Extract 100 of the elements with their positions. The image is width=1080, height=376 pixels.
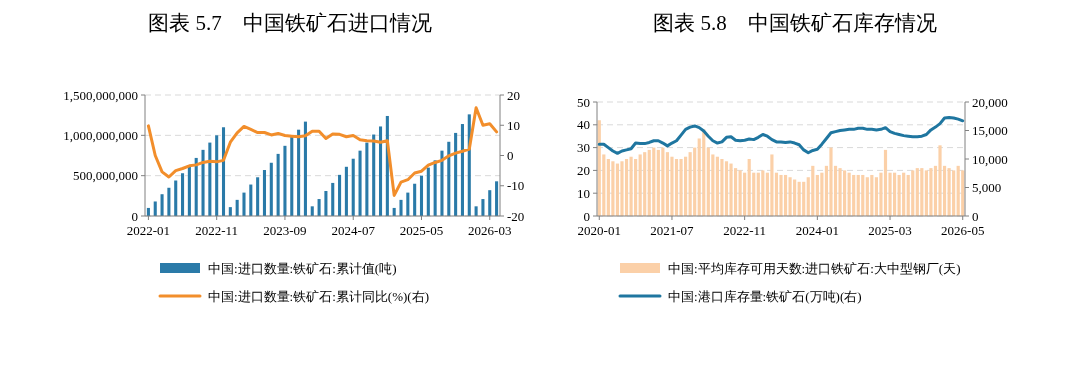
- x-tick-label: 2023-09: [263, 223, 307, 238]
- bar: [856, 174, 860, 216]
- bar: [242, 192, 246, 216]
- bar: [440, 150, 444, 216]
- bar: [331, 182, 335, 216]
- bar: [643, 152, 647, 216]
- y2-tick-label: 20: [507, 87, 520, 103]
- bar: [187, 166, 191, 216]
- x-tick-label: 2020-01: [577, 223, 621, 238]
- y2-tick-label: -10: [507, 178, 525, 194]
- bar: [624, 159, 629, 216]
- y-tick-label: 0: [131, 208, 138, 224]
- y2-tick-label: 10: [507, 117, 520, 133]
- x-tick-label: 2026-03: [468, 223, 512, 238]
- bar: [820, 172, 824, 216]
- bar: [870, 174, 874, 216]
- bar: [783, 174, 788, 216]
- bar: [160, 194, 164, 216]
- bar: [208, 142, 212, 216]
- y2-tick-label: -20: [507, 208, 525, 224]
- bar: [938, 145, 942, 216]
- x-tick-label: 2024-01: [795, 223, 840, 238]
- bar: [181, 173, 185, 216]
- bar: [729, 163, 733, 216]
- bar: [797, 181, 801, 216]
- y2-tick-label: 0: [972, 208, 979, 224]
- x-tick-label: 2021-07: [650, 223, 695, 238]
- bar: [761, 170, 765, 216]
- y-tick-label: 10: [577, 185, 590, 201]
- chart-title: 图表 5.7 中国铁矿石进口情况: [148, 11, 432, 35]
- bar: [372, 134, 376, 216]
- bar: [406, 192, 410, 216]
- bar: [802, 181, 806, 216]
- bar: [920, 168, 924, 216]
- legend-label: 中国:港口库存量:铁矿石(万吨)(右): [668, 288, 862, 304]
- bar: [661, 147, 665, 216]
- bar: [929, 168, 933, 216]
- bar: [283, 145, 287, 216]
- bar: [779, 174, 783, 216]
- bar: [358, 150, 362, 216]
- bar: [344, 166, 348, 216]
- bar: [747, 159, 751, 216]
- bar: [256, 177, 260, 216]
- bar: [426, 167, 430, 216]
- line-series: [597, 115, 965, 155]
- bar: [743, 172, 747, 216]
- y2-tick-label: 15,000: [972, 123, 1008, 138]
- bar: [733, 168, 738, 216]
- bar: [495, 181, 499, 216]
- bar: [447, 141, 451, 216]
- bar: [201, 149, 205, 216]
- bar: [947, 168, 951, 216]
- x-tick-label: 2025-03: [868, 223, 912, 238]
- chart-title: 图表 5.8 中国铁矿石库存情况: [653, 11, 937, 35]
- bar: [310, 206, 314, 216]
- bar: [706, 147, 710, 216]
- y-tick-label: 1,000,000,000: [63, 127, 138, 143]
- bar: [861, 174, 865, 216]
- bar: [474, 206, 478, 216]
- x-tick-label: 2022-11: [195, 223, 239, 238]
- bar: [194, 157, 198, 216]
- bar: [433, 160, 437, 216]
- bar: [597, 120, 601, 216]
- bar: [770, 154, 774, 216]
- x-tick-label: 2025-05: [399, 223, 444, 238]
- bar: [606, 159, 610, 216]
- legend-label: 中国:进口数量:铁矿石:累计同比(%)(右): [208, 288, 429, 304]
- bar: [865, 177, 869, 216]
- bar: [906, 174, 910, 216]
- bar: [167, 187, 171, 216]
- bar: [679, 159, 683, 216]
- bar: [419, 175, 424, 216]
- bar: [290, 136, 294, 216]
- bar: [652, 147, 656, 216]
- bar: [620, 161, 624, 216]
- bar: [351, 158, 355, 216]
- bar: [670, 156, 674, 216]
- line-series: [146, 106, 499, 197]
- bar: [756, 172, 760, 216]
- bar: [338, 174, 342, 216]
- bar: [378, 126, 383, 216]
- bar: [221, 127, 226, 216]
- bar: [911, 170, 915, 216]
- bar: [674, 159, 679, 216]
- bar: [215, 135, 219, 216]
- y2-tick-label: 5,000: [972, 180, 1002, 195]
- y-tick-label: 0: [583, 208, 590, 224]
- bar: [902, 172, 906, 216]
- bar: [269, 162, 273, 216]
- y-tick-label: 40: [577, 117, 590, 133]
- bar: [303, 121, 307, 216]
- bar: [738, 170, 742, 216]
- y2-tick-label: 0: [507, 148, 514, 163]
- y-tick-label: 1,500,000,000: [63, 87, 138, 103]
- bar: [693, 147, 697, 216]
- bar: [153, 201, 157, 216]
- bar: [460, 124, 464, 216]
- bar: [838, 168, 842, 216]
- bar: [892, 172, 897, 216]
- bar: [317, 199, 321, 216]
